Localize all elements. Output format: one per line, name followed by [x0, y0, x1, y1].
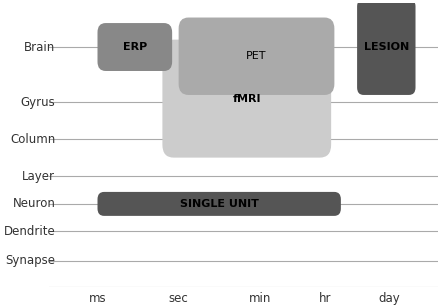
FancyBboxPatch shape [357, 0, 415, 95]
Text: Synapse: Synapse [5, 254, 55, 267]
FancyBboxPatch shape [162, 40, 331, 158]
Text: Neuron: Neuron [12, 197, 55, 210]
FancyBboxPatch shape [97, 192, 341, 216]
Text: fMRI: fMRI [232, 94, 261, 103]
Text: Gyrus: Gyrus [21, 96, 55, 109]
Text: Column: Column [10, 133, 55, 146]
Text: LESION: LESION [364, 42, 409, 52]
Text: Brain: Brain [24, 41, 55, 54]
FancyBboxPatch shape [179, 18, 334, 95]
FancyBboxPatch shape [97, 23, 172, 71]
Text: SINGLE UNIT: SINGLE UNIT [180, 199, 258, 209]
Text: ERP: ERP [123, 42, 147, 52]
Text: Layer: Layer [22, 170, 55, 183]
Text: Dendrite: Dendrite [4, 225, 55, 238]
Text: PET: PET [246, 51, 267, 61]
